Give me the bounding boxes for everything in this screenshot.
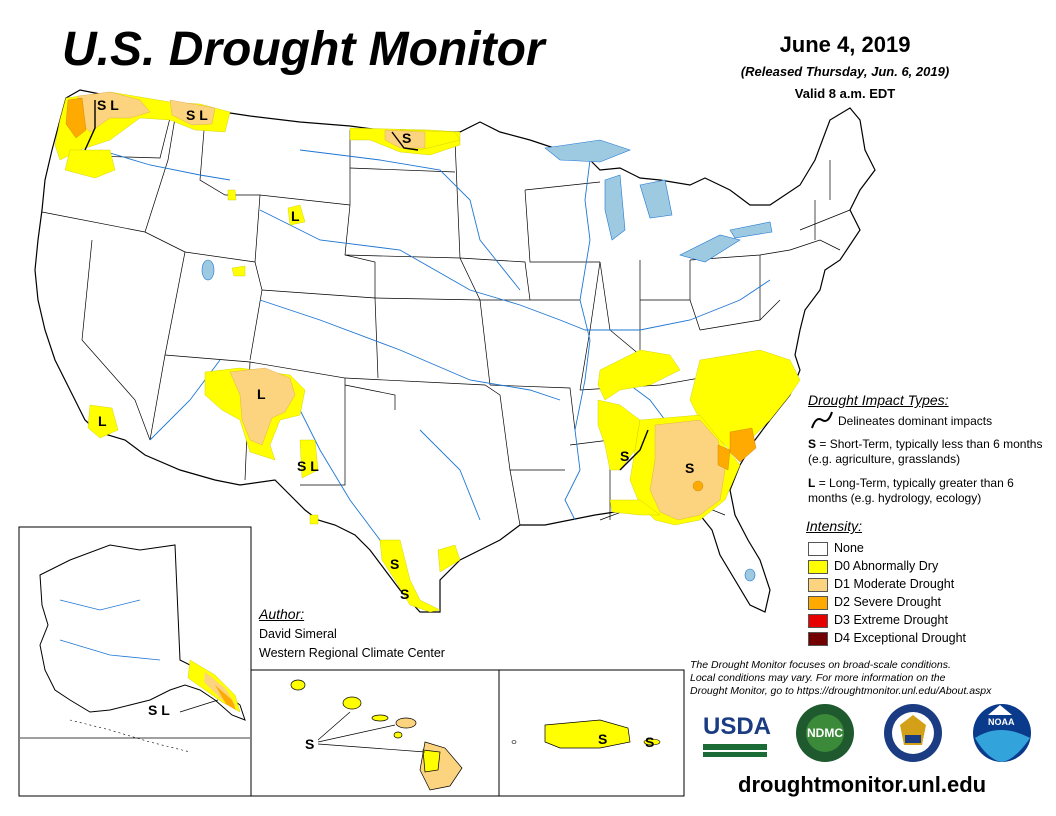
alaska-river [59, 599, 141, 611]
long-term-text: = Long-Term, typically greater than 6 mo… [808, 476, 1014, 505]
label-california: L [98, 413, 107, 429]
label-georgia: S [685, 460, 695, 476]
long-term-legend: L = Long-Term, typically greater than 6 … [808, 476, 1043, 506]
short-term-legend: S = Short-Term, typically less than 6 mo… [808, 437, 1043, 467]
label-puerto-rico-2: S [645, 734, 655, 750]
note-line-1: The Drought Monitor focuses on broad-sca… [690, 659, 951, 671]
intensity-title: Intensity: [806, 518, 863, 534]
label-washington: S L [97, 97, 119, 113]
commerce-seal-icon [884, 704, 942, 762]
valid-time: Valid 8 a.m. EDT [794, 86, 896, 101]
author-label: Author: [259, 606, 305, 622]
label-alaska: S L [148, 702, 170, 718]
intensity-row-d3: D3 Extreme Drought [808, 612, 948, 630]
aleutian-islands [69, 719, 191, 753]
label-puerto-rico-1: S [598, 731, 608, 747]
intensity-label-d4: D4 Exceptional Drought [834, 631, 967, 645]
ndmc-logo [796, 704, 854, 762]
note-line-2: Local conditions may vary. For more info… [690, 672, 946, 684]
label-montana: S L [186, 107, 208, 123]
drought-d1-areas [77, 91, 726, 521]
intensity-label-d3: D3 Extreme Drought [834, 613, 948, 627]
short-term-text: = Short-Term, typically less than 6 mont… [808, 437, 1043, 466]
label-texas-1: S [390, 556, 400, 572]
impact-types-title: Drought Impact Types: [808, 392, 949, 408]
website-url[interactable]: droughtmonitor.unl.edu [738, 772, 987, 797]
hawaii-islands [290, 679, 463, 791]
author-name: David Simeral [259, 627, 337, 641]
disclaimer-note: The Drought Monitor focuses on broad-sca… [690, 659, 1050, 698]
intensity-row-d0: D0 Abnormally Dry [808, 558, 938, 576]
label-hawaii: S [305, 736, 315, 752]
author-organization: Western Regional Climate Center [259, 646, 445, 660]
intensity-swatch-none [808, 541, 828, 556]
alaska-river-2 [59, 639, 161, 661]
alaska-d2-area [215, 685, 236, 710]
delineates-line-icon [811, 411, 833, 429]
noaa-logo [973, 704, 1031, 762]
label-texas-2: S [400, 586, 410, 602]
long-term-key: L [808, 476, 816, 490]
intensity-swatch-d3 [808, 613, 828, 628]
alaska-label-leader [179, 699, 219, 713]
intensity-swatch-d0 [808, 559, 828, 574]
vieques-island [643, 738, 661, 746]
intensity-legend: None D0 Abnormally Dry D1 Moderate Droug… [808, 540, 1038, 650]
ndmc-logo-text: NDMC [807, 726, 843, 740]
usda-logo-text: USDA [703, 713, 772, 740]
label-wyoming: L [291, 208, 300, 224]
hawaii-inset-frame [250, 669, 500, 797]
map-date: June 4, 2019 [779, 32, 911, 57]
label-new-mexico: S L [297, 458, 319, 474]
intensity-label-d2: D2 Severe Drought [834, 595, 942, 609]
map-title: U.S. Drought Monitor [62, 23, 545, 76]
drought-d2-areas [65, 97, 757, 492]
rivers [99, 149, 771, 581]
intensity-row-d2: D2 Severe Drought [808, 594, 941, 612]
impact-lines [84, 100, 649, 471]
label-arizona: L [257, 386, 266, 402]
puerto-rico-small-island [511, 740, 517, 744]
intensity-swatch-d1 [808, 577, 828, 592]
intensity-row-none: None [808, 540, 864, 558]
intensity-swatch-d4 [808, 631, 828, 646]
delineates-text: Delineates dominant impacts [838, 414, 993, 428]
intensity-row-d1: D1 Moderate Drought [808, 576, 954, 594]
noaa-logo-text: NOAA [988, 717, 1015, 727]
intensity-row-d4: D4 Exceptional Drought [808, 630, 966, 648]
release-date: (Released Thursday, Jun. 6, 2019) [740, 64, 950, 79]
great-lakes [201, 139, 773, 582]
intensity-label-d0: D0 Abnormally Dry [834, 559, 939, 573]
puerto-rico-island [544, 719, 631, 749]
label-mississippi: S [620, 448, 630, 464]
short-term-key: S [808, 437, 817, 451]
note-line-3: Drought Monitor, go to https://droughtmo… [690, 685, 992, 697]
intensity-label-d1: D1 Moderate Drought [834, 577, 955, 591]
usda-logo [703, 744, 767, 757]
hawaii-leaders [317, 711, 426, 753]
intensity-swatch-d2 [808, 595, 828, 610]
intensity-label-none: None [834, 541, 864, 555]
label-north-dakota: S [402, 130, 412, 146]
